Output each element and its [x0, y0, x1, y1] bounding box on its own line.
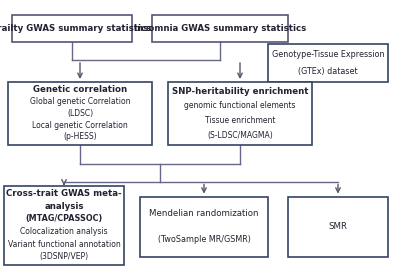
- FancyBboxPatch shape: [4, 186, 124, 265]
- Text: (3DSNP/VEP): (3DSNP/VEP): [40, 252, 88, 261]
- Text: Insomnia GWAS summary statistics: Insomnia GWAS summary statistics: [134, 24, 306, 33]
- FancyBboxPatch shape: [8, 82, 152, 145]
- Text: Variant functional annotation: Variant functional annotation: [8, 240, 120, 249]
- Text: Genetic correlation: Genetic correlation: [33, 85, 127, 94]
- FancyBboxPatch shape: [288, 197, 388, 257]
- Text: Global genetic Correlation: Global genetic Correlation: [30, 97, 130, 106]
- Text: (S-LDSC/MAGMA): (S-LDSC/MAGMA): [207, 131, 273, 140]
- Text: SNP-heritability enrichment: SNP-heritability enrichment: [172, 87, 308, 96]
- Text: Colocalization analysis: Colocalization analysis: [20, 227, 108, 236]
- Text: (LDSC): (LDSC): [67, 109, 93, 118]
- Text: analysis: analysis: [44, 202, 84, 211]
- FancyBboxPatch shape: [140, 197, 268, 257]
- Text: Tissue enrichment: Tissue enrichment: [205, 116, 275, 125]
- FancyBboxPatch shape: [152, 15, 288, 42]
- Text: genomic functional elements: genomic functional elements: [184, 102, 296, 111]
- Text: (GTEx) dataset: (GTEx) dataset: [298, 67, 358, 76]
- Text: (TwoSample MR/GSMR): (TwoSample MR/GSMR): [158, 235, 250, 244]
- Text: (MTAG/CPASSOC): (MTAG/CPASSOC): [25, 215, 103, 223]
- Text: Genotype-Tissue Expression: Genotype-Tissue Expression: [272, 50, 384, 59]
- Text: Mendelian randomization: Mendelian randomization: [149, 209, 259, 218]
- FancyBboxPatch shape: [168, 82, 312, 145]
- Text: Frailty GWAS summary statistics: Frailty GWAS summary statistics: [0, 24, 152, 33]
- FancyBboxPatch shape: [12, 15, 132, 42]
- Text: SMR: SMR: [328, 222, 348, 231]
- Text: (p-HESS): (p-HESS): [63, 132, 97, 141]
- FancyBboxPatch shape: [268, 44, 388, 82]
- Text: Local genetic Correlation: Local genetic Correlation: [32, 121, 128, 130]
- Text: Cross-trait GWAS meta-: Cross-trait GWAS meta-: [6, 189, 122, 198]
